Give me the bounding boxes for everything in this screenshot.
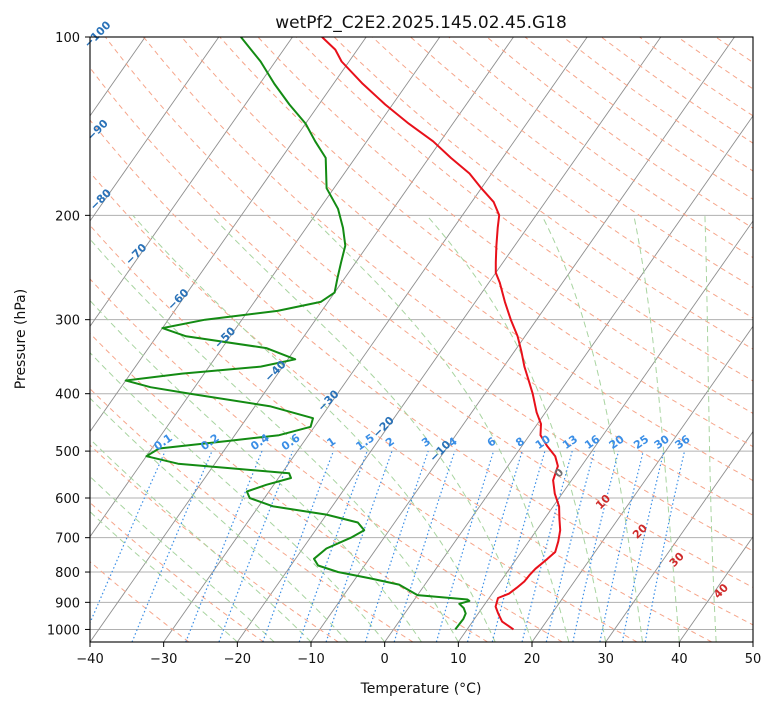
dry-adiabat-line — [90, 224, 638, 642]
isotherm-line — [605, 430, 753, 642]
mixing-ratio-line — [218, 450, 294, 642]
dry-adiabat-line — [90, 119, 753, 626]
x-tick-label: 50 — [745, 652, 762, 667]
x-tick-label: 40 — [671, 652, 688, 667]
mixing-ratio-line — [466, 450, 523, 642]
x-tick-label: −30 — [150, 652, 177, 667]
moist-adiabat-line — [541, 215, 643, 642]
dry-adiabat-line — [90, 560, 190, 642]
moist-adiabat-line — [704, 215, 717, 642]
mixing-ratio-line — [298, 450, 368, 642]
isotherm-line — [163, 37, 588, 642]
moist-adiabat-line — [90, 238, 459, 642]
isotherm-line — [90, 37, 293, 328]
moist-adiabat-line — [90, 475, 275, 642]
dry-adiabat-line — [219, 37, 753, 448]
moist-adiabat-line — [132, 214, 496, 642]
moist-adiabat-line — [309, 214, 570, 642]
isotherm-line — [90, 37, 441, 538]
dry-adiabat-line — [181, 37, 753, 482]
y-tick-label: 200 — [55, 209, 80, 224]
x-tick-label: 10 — [450, 652, 467, 667]
mixing-ratio-line — [435, 450, 495, 642]
dry-adiabat-line — [90, 278, 563, 642]
moist-adiabat-line — [90, 397, 349, 642]
dewpoint-profile-line — [124, 37, 471, 631]
mixing-ratio-line — [491, 450, 546, 642]
temperature-profile-line — [321, 37, 562, 631]
dry-adiabat-line — [104, 37, 753, 552]
mixing-ratio-line — [325, 450, 393, 642]
mixing-ratio-line — [572, 450, 620, 642]
dry-adiabat-line — [295, 37, 753, 382]
y-tick-label: 300 — [55, 314, 80, 329]
isotherm-line — [457, 220, 753, 642]
data-series — [124, 37, 562, 631]
isotherm-line — [236, 37, 662, 642]
y-tick-label: 100 — [55, 31, 80, 46]
mixing-ratio-line — [262, 450, 334, 642]
isotherm-line — [384, 115, 753, 642]
mixing-ratio-line — [185, 450, 263, 642]
dry-adiabat-line — [90, 171, 712, 642]
x-tick-label: −20 — [224, 652, 251, 667]
x-tick-label: 30 — [597, 652, 614, 667]
dry-adiabat-line — [90, 67, 753, 588]
mixing-ratio-line — [599, 450, 644, 642]
plot-frame — [89, 36, 754, 643]
moist-adiabat-line — [633, 215, 680, 642]
x-tick-label: −40 — [76, 652, 103, 667]
mixing-ratio-line — [545, 450, 595, 642]
moist-adiabat-line — [90, 299, 422, 642]
isotherm-line — [678, 535, 753, 642]
x-tick-label: 20 — [524, 652, 541, 667]
x-tick-label: 0 — [381, 652, 389, 667]
y-tick-label: 1000 — [47, 623, 80, 638]
x-axis-label: Temperature (°C) — [360, 681, 482, 697]
moist-adiabat-line — [90, 438, 312, 642]
isotherm-line — [531, 325, 753, 642]
y-tick-label: 600 — [55, 492, 80, 507]
dry-adiabat-line — [143, 37, 753, 516]
mixing-ratio-line — [393, 450, 456, 642]
moist-adiabat-line — [210, 214, 533, 642]
mixing-ratio-line — [131, 450, 213, 642]
y-tick-label: 900 — [55, 596, 80, 611]
y-axis-label: Pressure (hPa) — [13, 289, 29, 389]
mixing-ratio-line — [90, 450, 166, 625]
y-tick-label: 400 — [55, 388, 80, 403]
chart-title: wetPf2_C2E2.2025.145.02.45.G18 — [275, 13, 567, 33]
dry-adiabat-line — [372, 37, 753, 319]
mixing-ratio-line — [364, 450, 429, 642]
axes: −40 −30 −20 −10 0 10 20 30 40 50 100 200 300 400 500 60… — [47, 31, 761, 667]
x-tick-label: −10 — [297, 652, 324, 667]
isotherm-line — [90, 37, 220, 222]
isotherm-line — [90, 37, 367, 433]
y-tick-label: 500 — [55, 445, 80, 460]
y-tick-label: 700 — [55, 532, 80, 547]
y-tick-label: 800 — [55, 566, 80, 581]
